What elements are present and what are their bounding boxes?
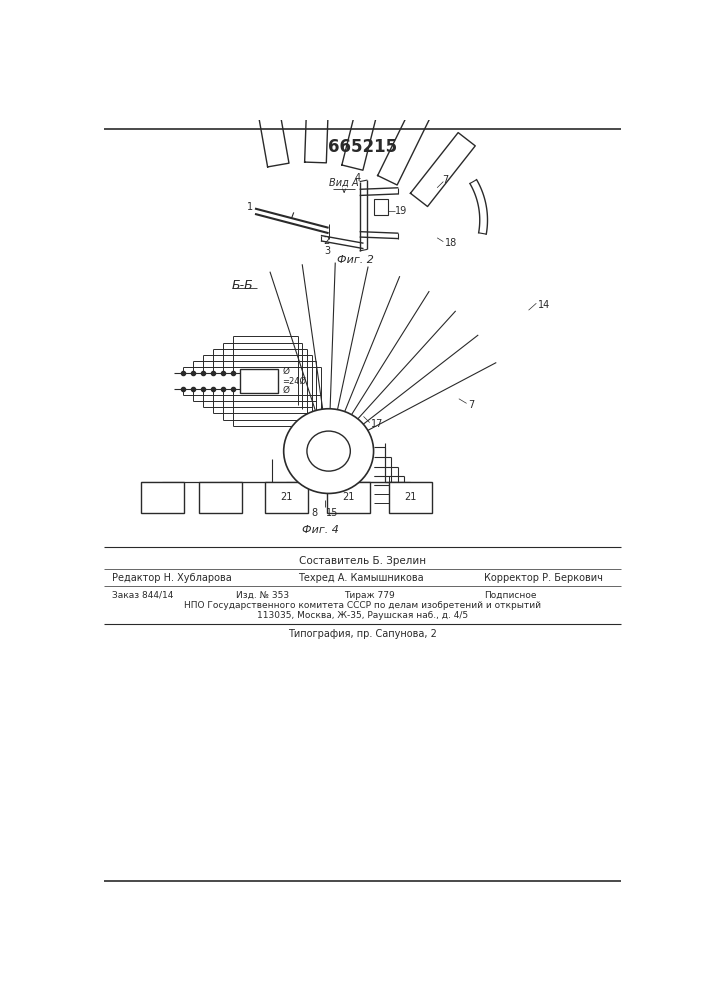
- Text: 7: 7: [468, 400, 474, 410]
- Text: 4: 4: [355, 173, 361, 183]
- Bar: [199, 482, 242, 513]
- Text: Б-Б: Б-Б: [232, 279, 254, 292]
- Text: 17: 17: [371, 419, 384, 429]
- Text: Заказ 844/14: Заказ 844/14: [112, 591, 173, 600]
- Ellipse shape: [307, 431, 351, 471]
- Text: Изд. № 353: Изд. № 353: [235, 591, 288, 600]
- Text: НПО Государственного комитета СССР по делам изобретений и открытий: НПО Государственного комитета СССР по де…: [185, 601, 542, 610]
- Text: 2: 2: [323, 236, 329, 246]
- Bar: [327, 482, 370, 513]
- Text: 7: 7: [442, 175, 448, 185]
- Text: Ø: Ø: [282, 386, 289, 395]
- Text: 8: 8: [312, 508, 317, 518]
- Bar: [265, 482, 308, 513]
- Text: 21: 21: [404, 492, 416, 502]
- Text: 21: 21: [252, 376, 265, 386]
- Text: =24Ø: =24Ø: [282, 377, 306, 386]
- Text: 19: 19: [395, 206, 407, 216]
- Bar: [389, 482, 432, 513]
- Text: Фиг. 4: Фиг. 4: [303, 525, 339, 535]
- Text: Корректор Р. Беркович: Корректор Р. Беркович: [484, 573, 602, 583]
- Text: 14: 14: [538, 300, 550, 310]
- Text: Фиг. 2: Фиг. 2: [337, 255, 374, 265]
- Text: 21: 21: [341, 492, 354, 502]
- Text: 1: 1: [247, 202, 252, 212]
- Text: 21: 21: [280, 492, 292, 502]
- Text: Составитель Б. Зрелин: Составитель Б. Зрелин: [299, 556, 426, 566]
- Text: 665215: 665215: [328, 138, 397, 156]
- Text: 3: 3: [324, 246, 330, 256]
- Text: Ø: Ø: [282, 367, 289, 376]
- Text: Подписное: Подписное: [484, 591, 536, 600]
- Text: 15: 15: [327, 508, 339, 518]
- Text: Редактор Н. Хубларова: Редактор Н. Хубларова: [112, 573, 231, 583]
- Bar: [373, 199, 387, 215]
- Text: 113035, Москва, Ж-35, Раушская наб., д. 4/5: 113035, Москва, Ж-35, Раушская наб., д. …: [257, 611, 468, 620]
- Text: Типография, пр. Сапунова, 2: Типография, пр. Сапунова, 2: [288, 629, 437, 639]
- Ellipse shape: [284, 409, 373, 493]
- Text: Техред А. Камышникова: Техред А. Камышникова: [298, 573, 423, 583]
- Bar: [240, 369, 279, 393]
- Text: 18: 18: [445, 238, 457, 248]
- Text: Вид А: Вид А: [329, 178, 359, 188]
- Text: Тираж 779: Тираж 779: [344, 591, 395, 600]
- Bar: [141, 482, 184, 513]
